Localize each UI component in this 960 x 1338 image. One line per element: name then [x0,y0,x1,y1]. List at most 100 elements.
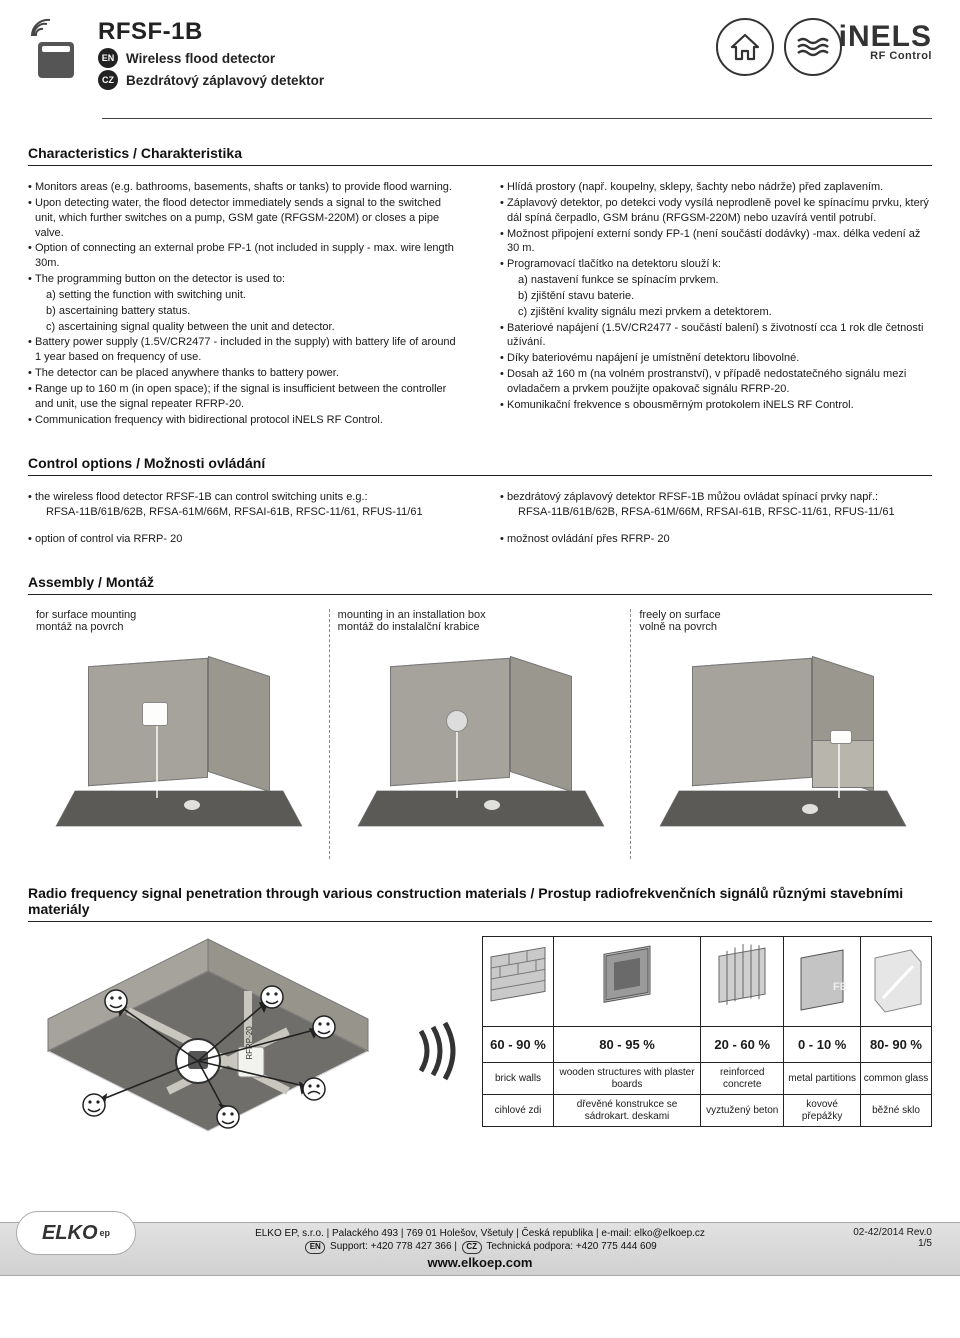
mat-en-cell: metal partitions [784,1063,861,1095]
footer-support: EN Support: +420 778 427 366 | CZ Techni… [28,1240,932,1254]
pct-cell: 80 - 95 % [554,1027,701,1063]
footer-page-number: 1/5 [853,1238,932,1249]
rf-floorplan-illustration: RFRP-20 [28,936,388,1166]
char-en-item: The programming button on the detector i… [28,272,460,287]
signal-waves-icon [412,936,458,1166]
repeater-label: RFRP-20 [245,1026,254,1060]
table-row: FE [483,937,932,1027]
assembly-label-cz: montáž do instalalční krabice [338,621,623,633]
char-cz-item: Komunikační frekvence s obousměrným prot… [500,398,932,413]
pct-cell: 60 - 90 % [483,1027,554,1063]
char-en-item: Monitors areas (e.g. bathrooms, basement… [28,180,460,195]
footer-logo-main: ELKO [42,1222,98,1245]
mat-cz-cell: cihlové zdi [483,1095,554,1127]
footer-address: ELKO EP, s.r.o. | Palackého 493 | 769 01… [28,1227,932,1240]
control-title: Control options / Možnosti ovládání [28,455,932,476]
sensor-icon-body [38,42,74,78]
rf-title: Radio frequency signal penetration throu… [28,885,932,922]
control-en-item: the wireless flood detector RFSF-1B can … [28,490,460,505]
control-cz: bezdrátový záplavový detektor RFSF-1B mů… [500,490,932,549]
page-header: RFSF-1B EN Wireless flood detector CZ Be… [28,18,932,90]
char-cz-item: Bateriové napájení (1.5V/CR2477 - součás… [500,321,932,351]
characteristics-cz: Hlídá prostory (např. koupelny, sklepy, … [500,180,932,429]
pct-cell: 0 - 10 % [784,1027,861,1063]
characteristics-section: Characteristics / Charakteristika Monito… [28,145,932,429]
char-en-item: Battery power supply (1.5V/CR2477 - incl… [28,335,460,365]
char-cz-item: Díky bateriovému napájení je umístnění d… [500,351,932,366]
assembly-label-cz: volně na povrch [639,621,924,633]
control-cz-item: možnost ovládání přes RFRP- 20 [500,532,932,547]
cz-badge-icon: CZ [98,70,118,90]
char-en-subitem: c) ascertaining signal quality between t… [28,320,460,335]
assembly-title: Assembly / Montáž [28,574,932,595]
materials-table: FE 60 - 90 % 80 - 95 % 20 - 60 % 0 - 10 … [482,936,932,1127]
mat-cz-cell: kovové přepážky [784,1095,861,1127]
char-en-item: Option of connecting an external probe F… [28,241,460,271]
page-footer: ELKO ep ELKO EP, s.r.o. | Palackého 493 … [0,1222,960,1276]
assembly-cell-surface: for surface mounting montáž na povrch [28,609,329,859]
mat-cz-cell: dřevěné konstrukce se sádrokart. deskami [554,1095,701,1127]
characteristics-title: Characteristics / Charakteristika [28,145,932,166]
char-cz-subitem: a) nastavení funkce se spínacím prvkem. [500,273,932,288]
home-icon [716,18,774,76]
signal-waves-icon [30,16,58,40]
title-cz: Bezdrátový záplavový detektor [126,73,324,88]
table-row: 60 - 90 % 80 - 95 % 20 - 60 % 0 - 10 % 8… [483,1027,932,1063]
char-cz-item: Možnost připojení externí sondy FP-1 (ne… [500,227,932,257]
char-en-item: Range up to 160 m (in open space); if th… [28,382,460,412]
header-rule [102,118,932,119]
char-en-subitem: b) ascertaining battery status. [28,304,460,319]
en-badge-icon: EN [98,48,118,68]
brand-logo: iNELS RF Control [839,20,932,62]
brand-name: iNELS [839,20,932,54]
assembly-illustration-free [639,639,924,859]
footer-revision: 02-42/2014 Rev.0 [853,1227,932,1238]
category-icons [716,18,842,76]
pct-cell: 80- 90 % [860,1027,931,1063]
footer-logo: ELKO ep [16,1211,136,1255]
product-code: RFSF-1B [98,18,324,46]
char-cz-item: Hlídá prostory (např. koupelny, sklepy, … [500,180,932,195]
mat-en-cell: wooden structures with plaster boards [554,1063,701,1095]
control-section: Control options / Možnosti ovládání the … [28,455,932,549]
cz-pill-icon: CZ [462,1241,482,1254]
footer-website: www.elkoep.com [28,1255,932,1272]
assembly-label-en: mounting in an installation box [338,609,623,621]
char-en-subitem: a) setting the function with switching u… [28,288,460,303]
svg-text:FE: FE [833,981,847,993]
assembly-section: Assembly / Montáž for surface mounting m… [28,574,932,859]
characteristics-en: Monitors areas (e.g. bathrooms, basement… [28,180,460,429]
assembly-label-en: for surface mounting [36,609,321,621]
en-pill-icon: EN [305,1241,325,1254]
assembly-illustration-surface [36,639,321,859]
mat-en-cell: brick walls [483,1063,554,1095]
control-en: the wireless flood detector RFSF-1B can … [28,490,460,549]
assembly-cell-box: mounting in an installation box montáž d… [329,609,631,859]
control-cz-item: bezdrátový záplavový detektor RFSF-1B mů… [500,490,932,505]
table-row: brick walls wooden structures with plast… [483,1063,932,1095]
material-concrete-icon [701,937,784,1027]
material-wood-icon [554,937,701,1027]
mat-en-cell: common glass [860,1063,931,1095]
product-icon [28,22,84,78]
mat-en-cell: reinforced concrete [701,1063,784,1095]
char-en-item: The detector can be placed anywhere than… [28,366,460,381]
char-en-item: Upon detecting water, the flood detector… [28,196,460,241]
char-cz-item: Programovací tlačítko na detektoru slouž… [500,257,932,272]
char-en-item: Communication frequency with bidirection… [28,413,460,428]
pct-cell: 20 - 60 % [701,1027,784,1063]
char-cz-item: Dosah až 160 m (na volném prostranství),… [500,367,932,397]
assembly-cell-free: freely on surface volně na povrch [630,609,932,859]
material-glass-icon [860,937,931,1027]
assembly-label-cz: montáž na povrch [36,621,321,633]
footer-logo-sub: ep [100,1228,111,1238]
material-metal-icon: FE [784,937,861,1027]
water-icon [784,18,842,76]
char-cz-subitem: c) zjištění kvality signálu mezi prvkem … [500,305,932,320]
char-cz-subitem: b) zjištění stavu baterie. [500,289,932,304]
title-en: Wireless flood detector [126,51,275,66]
mat-cz-cell: běžné sklo [860,1095,931,1127]
header-left: RFSF-1B EN Wireless flood detector CZ Be… [28,18,324,90]
material-brick-icon [483,937,554,1027]
char-cz-item: Záplavový detektor, po detekci vody vysí… [500,196,932,226]
